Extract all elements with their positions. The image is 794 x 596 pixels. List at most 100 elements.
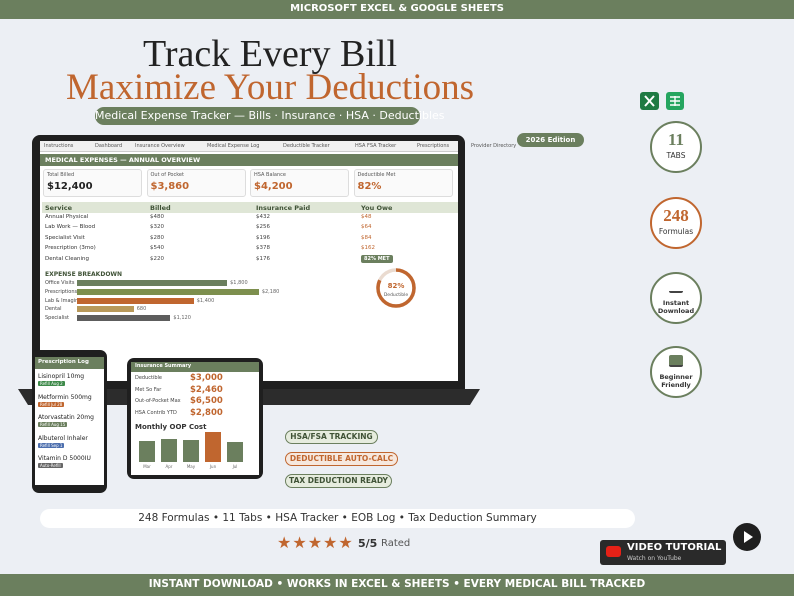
column-header: Insurance Paid [256, 204, 311, 212]
badge-icon [669, 355, 683, 367]
oop-bar [227, 442, 243, 462]
breakdown-bar [77, 306, 134, 313]
table-cell: $280 [150, 234, 164, 241]
sheet-tab: Insurance Overview [135, 143, 185, 149]
sheet-tab: Provider Directory [471, 143, 517, 149]
sheet-tab: Prescriptions [417, 143, 450, 149]
feature-tag: HSA/FSA TRACKING [285, 430, 378, 444]
badge-value: 248 [663, 206, 689, 225]
kpi-box [146, 169, 246, 197]
table-cell: $320 [150, 224, 164, 231]
sheet-header-text: MEDICAL EXPENSES — ANNUAL OVERVIEW [45, 156, 201, 164]
rating-stars: ★★★★★ [277, 533, 354, 552]
breakdown-title: EXPENSE BREAKDOWN [45, 271, 123, 278]
sheets-icon [666, 92, 684, 110]
kpi-label: Deductible Met [357, 172, 396, 178]
feature-tag: TAX DEDUCTION READY [285, 474, 392, 488]
badge-circle [650, 346, 702, 398]
sheet-tab: Deductible Tracker [283, 143, 330, 149]
breakdown-bar [77, 315, 171, 322]
breakdown-bar [77, 280, 228, 286]
summary-value: $2,460 [190, 384, 223, 395]
oop-month: Jun [209, 464, 217, 469]
summary-value: $3,000 [190, 373, 223, 383]
table-cell: $432 [256, 214, 270, 220]
table-cell: Dental Cleaning [45, 255, 90, 262]
tablet-header [131, 362, 259, 372]
oop-month: Apr [165, 464, 173, 469]
table-cell: $176 [256, 255, 270, 262]
summary-label: Met So Far [135, 386, 162, 393]
donut-arc [376, 268, 416, 308]
rx-name: Lisinopril 10mg [38, 373, 85, 380]
donut: 82% Deductible [376, 268, 416, 308]
badge-circle [650, 272, 702, 324]
table-cell: $378 [256, 245, 270, 252]
kpi-value: 82% [357, 181, 382, 192]
badge-circle [650, 121, 702, 173]
badge-label: Beginner Friendly [659, 373, 693, 389]
table-cell: Lab Work — Blood [45, 224, 96, 231]
breakdown-label: Lab & Imaging [45, 297, 82, 304]
kpi-label: Out of Pocket [150, 172, 184, 178]
column-header: You Owe [361, 204, 393, 212]
sheet-tab: Medical Expense Log [207, 143, 260, 149]
phone-title: Prescription Log [38, 359, 89, 365]
oop-bar [205, 432, 221, 462]
rx-pill: Refill Jul 28 [38, 401, 65, 407]
rx-name: Albuterol Inhaler [38, 434, 88, 442]
table-cell: $64 [361, 224, 372, 231]
phone-header [35, 357, 104, 369]
rx-pill: Refill Aug 2 [38, 381, 65, 386]
bottom-banner [0, 574, 794, 596]
oop-month: Jul [232, 464, 238, 469]
oop-bar [161, 438, 177, 462]
youtube-icon [606, 546, 621, 557]
feature-tag: DEDUCTIBLE AUTO-CALC [285, 452, 398, 466]
breakdown-value: $1,120 [173, 315, 191, 322]
badge-value: 11 [667, 130, 685, 149]
summary-label: Deductible [135, 375, 163, 381]
edition: 2026 Edition [517, 133, 584, 147]
table-cell: Prescription (3mo) [45, 245, 96, 252]
rx-name: Metformin 500mg [38, 393, 92, 401]
breakdown-label: Prescriptions [45, 288, 78, 295]
oop-title: Monthly OOP Cost [135, 423, 207, 431]
table-header [42, 202, 458, 213]
sheet-tab: Instructions [44, 143, 74, 149]
video-button [600, 540, 726, 565]
table-cell: $162 [361, 245, 375, 252]
table-cell: $84 [361, 234, 372, 241]
tagline: Medical Expense Tracker — Bills · Insura… [95, 107, 445, 125]
video-title: VIDEO TUTORIAL [627, 542, 722, 553]
breakdown-label: Dental [45, 306, 62, 313]
table-cell: $256 [256, 224, 270, 231]
top-banner-text: MICROSOFT EXCEL & GOOGLE SHEETS [290, 3, 504, 14]
table-cell: $196 [256, 234, 270, 241]
headline: Track Every Bill [142, 33, 397, 75]
feature-strip: 248 Formulas • 11 Tabs • HSA Tracker • E… [40, 509, 635, 528]
oop-month: Mar [143, 464, 151, 469]
table-cell: $220 [150, 255, 164, 262]
sheet-header [40, 154, 458, 166]
summary-value: $2,800 [190, 407, 223, 418]
top-banner [0, 0, 794, 19]
excel-icon [640, 92, 659, 110]
rx-name: Atorvastatin 20mg [38, 414, 94, 421]
video-subtitle: Watch on YouTube [627, 555, 682, 562]
bottom-banner-text: INSTANT DOWNLOAD • WORKS IN EXCEL & SHEE… [148, 578, 646, 590]
play-triangle [744, 531, 753, 543]
rating-score: 5/5 [358, 537, 378, 550]
breakdown-bar [77, 288, 259, 295]
badge-label: Formulas [658, 227, 694, 236]
breakdown-bar [77, 297, 194, 304]
breakdown-value: $1,400 [196, 297, 215, 304]
table-cell: $48 [361, 214, 372, 220]
oop-month: May [186, 464, 196, 469]
column-header: Billed [150, 204, 171, 212]
rx-pill: Refill Sep 1 [38, 442, 65, 448]
subheadline: Maximize Your Deductions [66, 67, 474, 108]
sheet-tab: Dashboard [95, 143, 123, 149]
badge-circle [650, 197, 702, 249]
